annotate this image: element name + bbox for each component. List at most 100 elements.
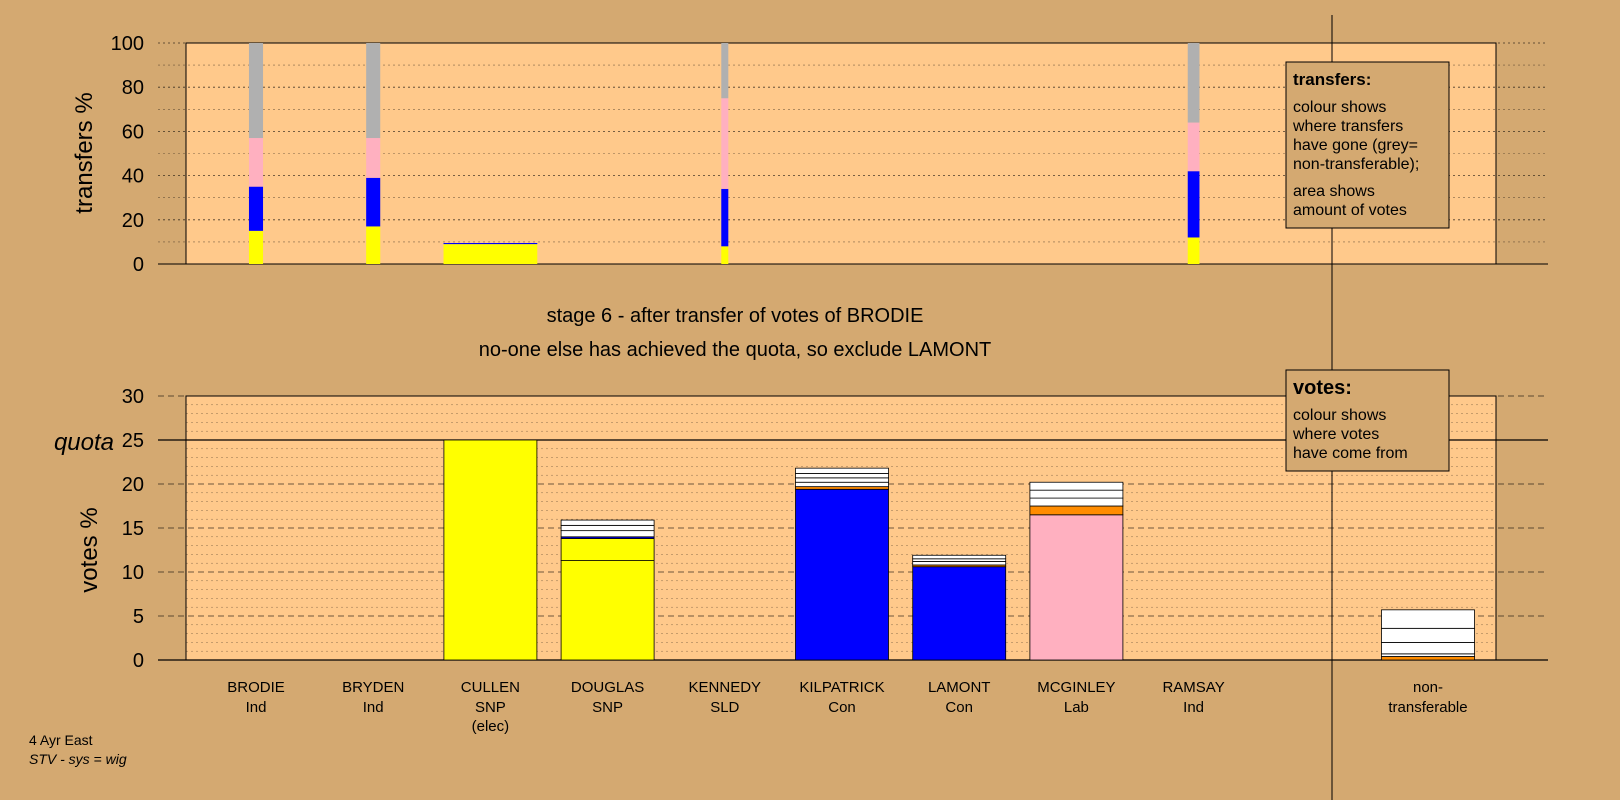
transfers-y-tick-label: 0 xyxy=(133,254,144,276)
transfers-y-axis-title: transfers % xyxy=(71,92,98,213)
vote-bar-segment xyxy=(1381,642,1475,655)
transfers-panel: 0 20 40 60 80 100 transfers % xyxy=(71,33,1548,276)
transfers-legend-box xyxy=(1285,61,1450,229)
candidate-name: CULLEN xyxy=(461,679,520,696)
transfer-bar-segment xyxy=(443,244,538,264)
stage-title: stage 6 - after transfer of votes of BRO… xyxy=(547,305,924,327)
transfers-y-ticks: 0 20 40 60 80 100 xyxy=(111,33,144,276)
vote-bar-segment xyxy=(795,473,889,479)
candidate-labels: BRODIE Ind BRYDEN Ind CULLEN SNP (elec) DOUGLAS… xyxy=(227,679,1467,735)
transfer-bar-segment xyxy=(1187,122,1200,172)
votes-y-tick-label: 15 xyxy=(122,518,144,540)
votes-y-tick-label: 5 xyxy=(133,606,144,628)
candidate-party: SNP xyxy=(592,699,623,716)
vote-bar-segment xyxy=(1381,609,1475,629)
transfer-bar-segment xyxy=(366,138,381,178)
transfer-bar-segment xyxy=(721,98,729,189)
vote-bar-segment xyxy=(795,488,889,661)
transfer-bar-segment xyxy=(366,43,381,139)
transfer-bar-segment xyxy=(721,246,729,264)
footer-constituency: 4 Ayr East xyxy=(29,732,93,748)
votes-y-tick-label: 20 xyxy=(122,474,144,496)
votes-y-tick-label: 0 xyxy=(133,650,144,672)
candidate-name: MCGINLEY xyxy=(1037,679,1115,696)
candidate-party: Con xyxy=(945,699,973,716)
transfers-y-tick-label: 20 xyxy=(122,210,144,232)
candidate-name: BRODIE xyxy=(227,679,285,696)
candidate-party: Con xyxy=(828,699,856,716)
transfers-legend: transfers: colour shows where transfers … xyxy=(1285,61,1450,229)
vote-bar-segment xyxy=(560,524,655,532)
votes-y-tick-label: 25 xyxy=(122,430,144,452)
vote-bar-segment xyxy=(912,561,1007,566)
nontransferable-label: non- xyxy=(1413,679,1443,696)
votes-y-axis-title: votes % xyxy=(76,507,103,592)
transfers-y-tick-label: 80 xyxy=(122,77,144,99)
vote-bar-segment xyxy=(1381,656,1475,661)
vote-bar-segment xyxy=(1029,481,1124,491)
transfers-legend-line: colour shows xyxy=(1293,99,1386,116)
vote-bar-segment xyxy=(912,554,1007,560)
vote-bar-segment xyxy=(1029,497,1124,507)
candidate-party: SLD xyxy=(710,699,739,716)
transfer-bar-segment xyxy=(248,43,264,139)
transfer-bar-segment xyxy=(248,138,264,187)
transfers-bars xyxy=(248,43,1200,264)
votes-y-tick-label: 10 xyxy=(122,562,144,584)
footer-system: STV - sys = wig xyxy=(29,751,127,767)
vote-bar-segment xyxy=(1029,514,1124,661)
candidate-party: Ind xyxy=(246,699,267,716)
candidate-elected-note: (elec) xyxy=(472,718,510,735)
candidate-name: RAMSAY xyxy=(1162,679,1224,696)
transfer-bar-segment xyxy=(443,243,538,245)
votes-legend-line: have come from xyxy=(1293,445,1408,462)
vote-bar-segment xyxy=(795,481,889,488)
candidate-name: KENNEDY xyxy=(689,679,762,696)
vote-bar-segment xyxy=(560,519,655,526)
transfer-bar-segment xyxy=(1187,171,1200,238)
transfers-y-tick-label: 40 xyxy=(122,166,144,188)
votes-y-ticks: 0 5 10 15 20 25 30 xyxy=(122,386,144,672)
transfers-legend-line: have gone (grey= xyxy=(1293,137,1418,154)
votes-legend-line: colour shows xyxy=(1293,407,1386,424)
vote-bar-segment xyxy=(560,530,655,538)
vote-bar-segment xyxy=(560,538,655,561)
candidate-name: LAMONT xyxy=(928,679,991,696)
votes-legend-box xyxy=(1285,369,1450,472)
votes-legend: votes: colour shows where votes have com… xyxy=(1285,369,1450,472)
candidate-party: Lab xyxy=(1064,699,1089,716)
nontransferable-label: transferable xyxy=(1388,699,1467,716)
candidate-name: DOUGLAS xyxy=(571,679,644,696)
transfer-bar-segment xyxy=(248,230,264,264)
candidate-party: SNP xyxy=(475,699,506,716)
candidate-name: KILPATRICK xyxy=(799,679,884,696)
transfer-bar-segment xyxy=(721,43,729,99)
votes-legend-line: where votes xyxy=(1292,426,1379,443)
vote-bar-segment xyxy=(1029,505,1124,516)
transfer-bar-segment xyxy=(1187,237,1200,264)
votes-legend-title: votes: xyxy=(1293,377,1352,399)
stage-subtitle: no-one else has achieved the quota, so e… xyxy=(479,339,992,361)
transfers-legend-title: transfers: xyxy=(1293,70,1371,89)
votes-panel: 0 5 10 15 20 25 30 BRODIE Ind BRYDEN Ind CULLEN SNP… xyxy=(54,386,1548,735)
transfers-y-tick-label: 60 xyxy=(122,121,144,143)
transfers-legend-line: non-transferable); xyxy=(1293,156,1419,173)
vote-bar-segment xyxy=(560,560,655,661)
candidate-party: Ind xyxy=(1183,699,1204,716)
votes-bars xyxy=(443,439,1475,661)
vote-bar-segment xyxy=(795,467,889,474)
quota-label: quota xyxy=(54,429,114,456)
transfers-legend-line: where transfers xyxy=(1292,118,1403,135)
candidate-name: BRYDEN xyxy=(342,679,404,696)
transfer-bar-segment xyxy=(366,226,381,264)
transfers-gridlines xyxy=(158,42,1548,265)
transfer-bar-segment xyxy=(721,188,729,247)
transfer-bar-segment xyxy=(1187,43,1200,123)
transfers-legend-line: area shows xyxy=(1293,183,1375,200)
transfer-bar-segment xyxy=(248,186,264,231)
votes-y-tick-label: 30 xyxy=(122,386,144,408)
transfer-bar-segment xyxy=(366,177,381,227)
vote-bar-segment xyxy=(1381,627,1475,643)
transfers-y-tick-label: 100 xyxy=(111,33,144,55)
